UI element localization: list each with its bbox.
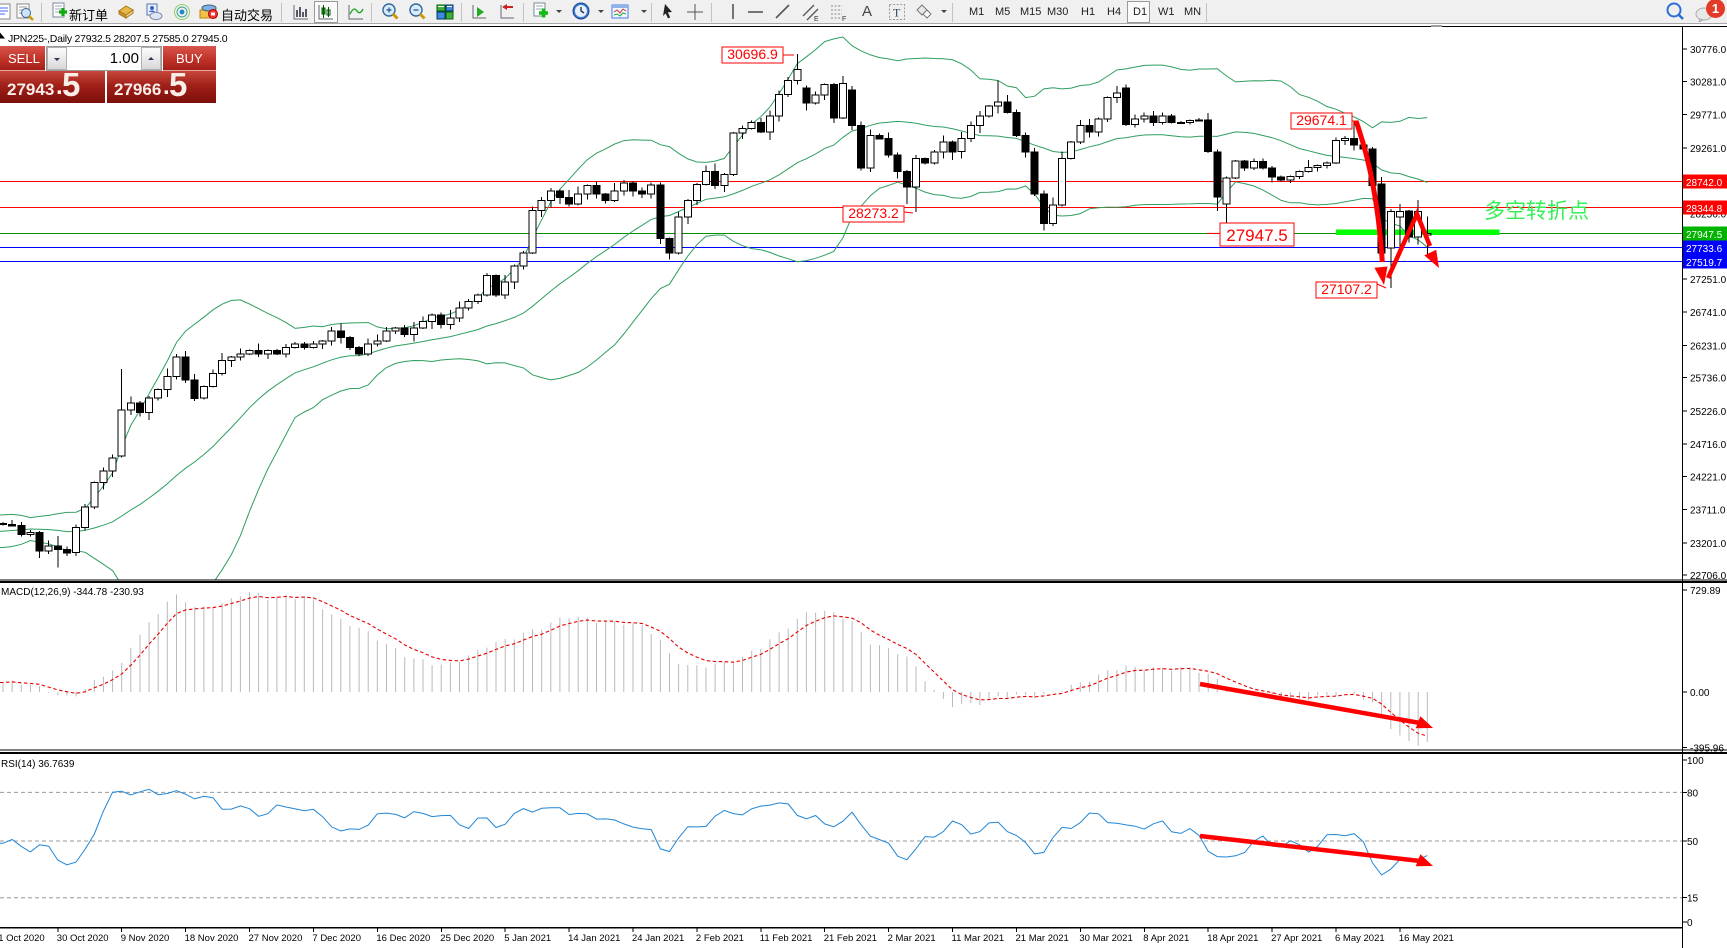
svg-text:RSI(14) 36.7639: RSI(14) 36.7639 bbox=[1, 759, 75, 770]
svg-text:22706.0: 22706.0 bbox=[1690, 571, 1727, 582]
svg-text:18 Nov 2020: 18 Nov 2020 bbox=[185, 933, 239, 944]
svg-text:24221.0: 24221.0 bbox=[1690, 472, 1727, 483]
svg-text:26231.0: 26231.0 bbox=[1690, 341, 1727, 352]
svg-text:8 Apr 2021: 8 Apr 2021 bbox=[1143, 933, 1189, 944]
svg-text:18 Apr 2021: 18 Apr 2021 bbox=[1207, 933, 1258, 944]
svg-text:27 Apr 2021: 27 Apr 2021 bbox=[1271, 933, 1322, 944]
svg-text:30 Mar 2021: 30 Mar 2021 bbox=[1079, 933, 1132, 944]
svg-text:15: 15 bbox=[1687, 894, 1699, 905]
svg-text:JPN225-,Daily 27932.5 28207.5: JPN225-,Daily 27932.5 28207.5 27585.0 27… bbox=[8, 33, 228, 45]
svg-text:80: 80 bbox=[1687, 788, 1699, 799]
svg-text:9 Nov 2020: 9 Nov 2020 bbox=[121, 933, 170, 944]
svg-text:2 Feb 2021: 2 Feb 2021 bbox=[696, 933, 744, 944]
svg-text:23201.0: 23201.0 bbox=[1690, 539, 1727, 550]
svg-text:28273.2: 28273.2 bbox=[848, 205, 899, 221]
svg-text:23711.0: 23711.0 bbox=[1690, 506, 1726, 517]
svg-text:25226.0: 25226.0 bbox=[1690, 407, 1727, 418]
svg-text:29261.0: 29261.0 bbox=[1690, 144, 1727, 155]
svg-text:MACD(12,26,9) -344.78 -230.93: MACD(12,26,9) -344.78 -230.93 bbox=[1, 587, 144, 598]
svg-text:30776.0: 30776.0 bbox=[1690, 45, 1727, 56]
svg-text:30 Oct 2020: 30 Oct 2020 bbox=[57, 933, 109, 944]
svg-text:16 Dec 2020: 16 Dec 2020 bbox=[376, 933, 430, 944]
svg-text:6 May 2021: 6 May 2021 bbox=[1335, 933, 1385, 944]
svg-text:E: E bbox=[814, 16, 819, 22]
svg-text:21 Feb 2021: 21 Feb 2021 bbox=[824, 933, 877, 944]
svg-text:28742.0: 28742.0 bbox=[1686, 178, 1723, 189]
svg-text:24 Jan 2021: 24 Jan 2021 bbox=[632, 933, 684, 944]
svg-text:24716.0: 24716.0 bbox=[1690, 440, 1727, 451]
svg-text:26741.0: 26741.0 bbox=[1690, 308, 1727, 319]
svg-text:28256.0: 28256.0 bbox=[1690, 209, 1727, 220]
svg-text:729.89: 729.89 bbox=[1690, 586, 1721, 597]
svg-text:21 Mar 2021: 21 Mar 2021 bbox=[1016, 933, 1069, 944]
svg-text:11 Mar 2021: 11 Mar 2021 bbox=[952, 933, 1005, 944]
svg-text:T: T bbox=[893, 6, 901, 20]
svg-text:-395.96: -395.96 bbox=[1690, 743, 1724, 754]
svg-text:27947.5: 27947.5 bbox=[1686, 230, 1723, 241]
svg-text:29771.0: 29771.0 bbox=[1690, 111, 1727, 122]
svg-text:28344.8: 28344.8 bbox=[1686, 204, 1723, 215]
svg-text:5 Jan 2021: 5 Jan 2021 bbox=[504, 933, 551, 944]
svg-text:27733.6: 27733.6 bbox=[1686, 244, 1723, 255]
svg-text:14 Jan 2021: 14 Jan 2021 bbox=[568, 933, 620, 944]
svg-text:27519.7: 27519.7 bbox=[1686, 258, 1723, 269]
svg-text:30281.0: 30281.0 bbox=[1690, 77, 1727, 88]
svg-text:27251.0: 27251.0 bbox=[1690, 275, 1727, 286]
svg-text:27107.2: 27107.2 bbox=[1321, 281, 1372, 297]
svg-text:多空转折点: 多空转折点 bbox=[1484, 200, 1589, 223]
svg-text:50: 50 bbox=[1687, 837, 1699, 848]
svg-text:30696.9: 30696.9 bbox=[727, 46, 778, 62]
svg-text:25736.0: 25736.0 bbox=[1690, 374, 1727, 385]
svg-text:29674.1: 29674.1 bbox=[1296, 112, 1347, 128]
svg-text:F: F bbox=[842, 16, 846, 22]
svg-text:7 Dec 2020: 7 Dec 2020 bbox=[312, 933, 361, 944]
svg-text:2 Mar 2021: 2 Mar 2021 bbox=[888, 933, 936, 944]
svg-text:16 May 2021: 16 May 2021 bbox=[1399, 933, 1454, 944]
svg-text:0: 0 bbox=[1687, 918, 1693, 929]
svg-text:21 Oct 2020: 21 Oct 2020 bbox=[0, 933, 45, 944]
svg-text:11 Feb 2021: 11 Feb 2021 bbox=[760, 933, 813, 944]
svg-text:100: 100 bbox=[1687, 756, 1704, 767]
svg-text:25 Dec 2020: 25 Dec 2020 bbox=[440, 933, 494, 944]
svg-text:27947.5: 27947.5 bbox=[1226, 226, 1287, 245]
svg-text:0.00: 0.00 bbox=[1690, 688, 1710, 699]
svg-text:27 Nov 2020: 27 Nov 2020 bbox=[249, 933, 303, 944]
